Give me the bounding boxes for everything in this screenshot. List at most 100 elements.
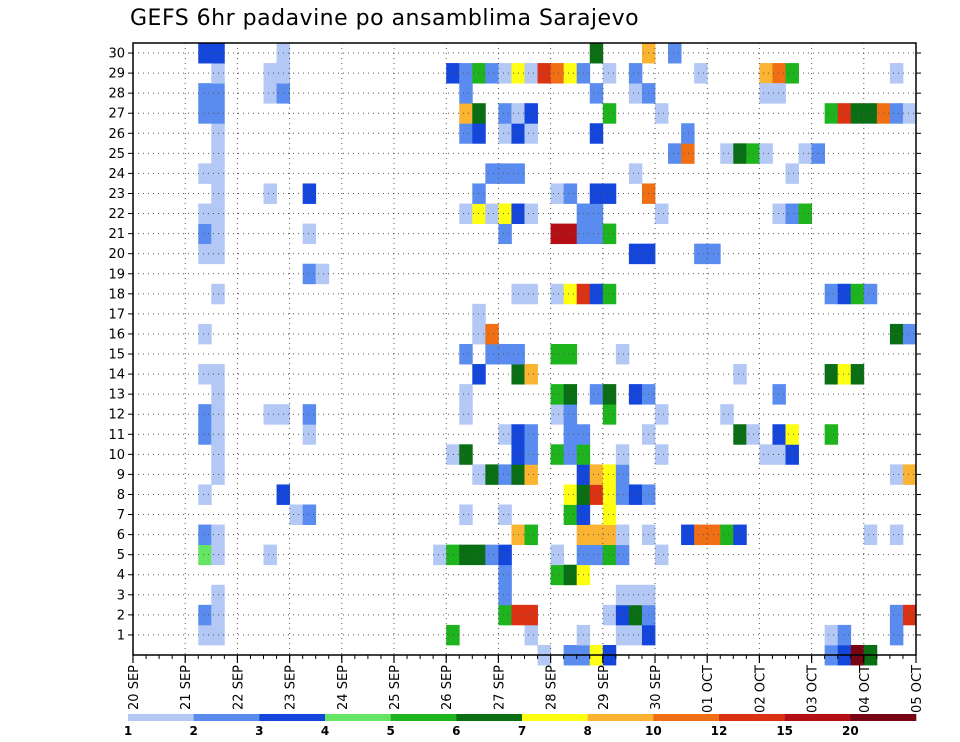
- heatmap-cell: [563, 384, 578, 405]
- heatmap-cell: [655, 404, 669, 425]
- heatmap-cell: [694, 524, 708, 546]
- x-tick-label: 22 SEP: [231, 665, 246, 710]
- heatmap-cell: [524, 624, 538, 646]
- heatmap-cell: [459, 404, 473, 425]
- heatmap-cell: [263, 544, 277, 566]
- heatmap-cell: [563, 564, 578, 586]
- heatmap-cell: [472, 103, 486, 124]
- heatmap-cell: [198, 243, 212, 265]
- heatmap-cell: [628, 484, 643, 505]
- heatmap-cell: [524, 444, 538, 465]
- heatmap-cell: [798, 143, 812, 164]
- heatmap-cell: [772, 384, 786, 405]
- y-tick-label: 8: [117, 488, 125, 503]
- heatmap-cell: [446, 444, 460, 465]
- heatmap-cell: [198, 604, 212, 626]
- heatmap-cell: [889, 323, 904, 345]
- heatmap-cell: [198, 524, 212, 546]
- legend-swatch: [325, 714, 391, 721]
- heatmap-cell: [524, 364, 538, 385]
- heatmap-cell: [198, 323, 212, 345]
- legend-swatch: [653, 714, 720, 721]
- heatmap-cell: [459, 504, 473, 525]
- heatmap-cell: [498, 504, 512, 525]
- heatmap-cell: [615, 343, 630, 365]
- y-tick-label: 17: [108, 307, 125, 322]
- heatmap-cell: [837, 624, 852, 646]
- x-tick-label: 02 OCT: [753, 665, 768, 713]
- heatmap-cell: [498, 464, 512, 485]
- heatmap-cell: [863, 103, 878, 124]
- heatmap-cell: [459, 343, 473, 365]
- heatmap-cell: [433, 544, 447, 566]
- legend-swatch: [719, 714, 785, 721]
- heatmap-cell: [628, 83, 643, 104]
- heatmap-cell: [785, 424, 799, 445]
- heatmap-cell: [563, 404, 578, 425]
- heatmap-cell: [602, 464, 617, 485]
- heatmap-cell: [602, 283, 617, 305]
- heatmap-cell: [524, 63, 538, 84]
- heatmap-cell: [198, 624, 212, 646]
- heatmap-cell: [837, 103, 852, 124]
- x-tick-label: 30 SEP: [649, 665, 664, 710]
- legend-swatch: [522, 714, 588, 721]
- heatmap-cell: [720, 524, 734, 546]
- heatmap-cell: [772, 63, 786, 84]
- heatmap-cell: [889, 63, 904, 84]
- heatmap-cell: [550, 183, 565, 204]
- heatmap-cell: [498, 544, 512, 566]
- heatmap-cell: [563, 504, 578, 525]
- y-tick-label: 13: [108, 388, 125, 403]
- heatmap-cell: [485, 323, 499, 345]
- heatmap-cell: [615, 604, 630, 626]
- heatmap-cell: [198, 223, 212, 245]
- legend-label: 2: [189, 724, 197, 738]
- x-tick-label: 29 SEP: [597, 665, 612, 710]
- heatmap-cell: [524, 604, 538, 626]
- heatmap-cell: [589, 544, 604, 566]
- x-tick-label: 20 SEP: [127, 665, 142, 710]
- y-tick-label: 5: [117, 548, 125, 563]
- heatmap-cell: [550, 283, 565, 305]
- heatmap-cell: [498, 203, 512, 224]
- heatmap-cell: [902, 604, 917, 626]
- heatmap-cell: [550, 544, 565, 566]
- heatmap-cell: [602, 384, 617, 405]
- y-tick-label: 2: [117, 608, 125, 623]
- y-tick-label: 14: [108, 368, 125, 383]
- heatmap-cell: [602, 183, 617, 204]
- y-tick-label: 29: [108, 67, 125, 82]
- y-tick-label: 3: [117, 588, 125, 603]
- heatmap-cell: [498, 343, 512, 365]
- heatmap-cell: [850, 283, 865, 305]
- heatmap-cell: [459, 103, 473, 124]
- x-tick-label: 24 SEP: [336, 665, 351, 710]
- legend-label: 5: [386, 724, 394, 738]
- heatmap-cell: [263, 404, 277, 425]
- heatmap-cell: [459, 444, 473, 465]
- heatmap-cell: [524, 203, 538, 224]
- x-tick-label: 25 SEP: [388, 665, 403, 710]
- y-tick-label: 16: [108, 327, 125, 342]
- heatmap-cell: [198, 163, 212, 184]
- heatmap-cell: [889, 524, 904, 546]
- heatmap-cell: [602, 544, 617, 566]
- x-tick-label: 04 OCT: [858, 665, 873, 713]
- legend-swatch: [128, 714, 194, 721]
- heatmap-cell: [550, 384, 565, 405]
- heatmap-cell: [694, 63, 708, 84]
- heatmap-cell: [681, 524, 695, 546]
- heatmap-cell: [628, 604, 643, 626]
- heatmap-cell: [681, 143, 695, 164]
- heatmap-cell: [824, 103, 839, 124]
- heatmap-cell: [485, 464, 499, 485]
- legend-swatch: [259, 714, 326, 721]
- heatmap-cell: [615, 544, 630, 566]
- heatmap-cell: [889, 624, 904, 646]
- heatmap-cell: [302, 263, 317, 285]
- heatmap-cell: [824, 624, 839, 646]
- y-tick-label: 9: [117, 468, 125, 483]
- heatmap-cell: [498, 584, 512, 606]
- legend-label: 15: [776, 724, 793, 738]
